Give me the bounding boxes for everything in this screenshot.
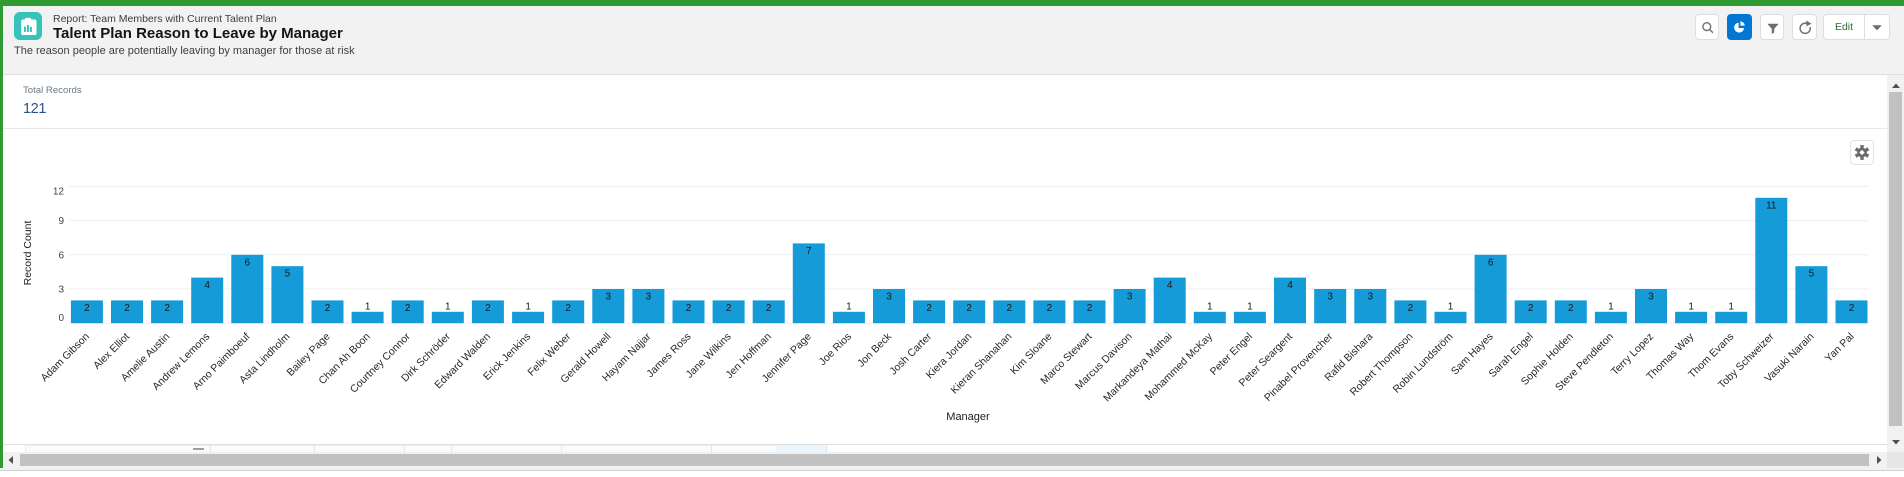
svg-text:2: 2 <box>325 303 331 314</box>
svg-text:2: 2 <box>164 303 170 314</box>
svg-text:3: 3 <box>58 285 64 296</box>
svg-text:2: 2 <box>84 303 90 314</box>
svg-text:Yan Pal: Yan Pal <box>1823 331 1857 365</box>
svg-text:5: 5 <box>285 269 291 280</box>
svg-text:2: 2 <box>1408 303 1414 314</box>
svg-text:1: 1 <box>525 301 531 312</box>
svg-text:3: 3 <box>1127 292 1133 303</box>
svg-text:2: 2 <box>966 303 972 314</box>
svg-text:4: 4 <box>204 280 210 291</box>
svg-text:3: 3 <box>1368 292 1374 303</box>
svg-text:Mohammed McKay: Mohammed McKay <box>1142 330 1215 403</box>
svg-text:12: 12 <box>53 186 65 197</box>
svg-text:Record Count: Record Count <box>22 221 34 286</box>
svg-text:Pinabel Provencher: Pinabel Provencher <box>1262 330 1336 404</box>
svg-text:2: 2 <box>726 303 732 314</box>
svg-text:0: 0 <box>58 313 64 324</box>
svg-text:1: 1 <box>1448 301 1454 312</box>
svg-text:4: 4 <box>1287 280 1293 291</box>
svg-text:5: 5 <box>1809 269 1815 280</box>
svg-text:3: 3 <box>1648 292 1654 303</box>
svg-text:Markandeya Mathai: Markandeya Mathai <box>1101 331 1175 405</box>
svg-text:3: 3 <box>886 292 892 303</box>
svg-text:Adam Gibson: Adam Gibson <box>39 331 93 385</box>
svg-text:1: 1 <box>846 301 852 312</box>
svg-text:2: 2 <box>686 303 692 314</box>
svg-text:2: 2 <box>1087 303 1093 314</box>
svg-text:2: 2 <box>1007 303 1013 314</box>
svg-text:3: 3 <box>646 292 652 303</box>
svg-text:Joe Rios: Joe Rios <box>817 331 854 368</box>
svg-text:1: 1 <box>445 301 451 312</box>
svg-text:11: 11 <box>1766 200 1777 211</box>
svg-text:4: 4 <box>1167 280 1173 291</box>
svg-text:3: 3 <box>606 292 612 303</box>
svg-text:2: 2 <box>1528 303 1534 314</box>
svg-text:2: 2 <box>124 303 130 314</box>
svg-text:1: 1 <box>1608 301 1614 312</box>
svg-text:2: 2 <box>1568 303 1574 314</box>
svg-text:2: 2 <box>1849 303 1855 314</box>
svg-text:1: 1 <box>1688 301 1694 312</box>
svg-text:6: 6 <box>245 257 251 268</box>
svg-text:2: 2 <box>926 303 932 314</box>
svg-text:1: 1 <box>365 301 371 312</box>
svg-text:Alex Elliot: Alex Elliot <box>91 331 132 372</box>
svg-text:1: 1 <box>1247 301 1253 312</box>
svg-text:6: 6 <box>58 250 64 261</box>
svg-text:3: 3 <box>1327 292 1333 303</box>
svg-text:1: 1 <box>1728 301 1734 312</box>
svg-text:2: 2 <box>485 303 491 314</box>
svg-text:9: 9 <box>58 216 64 227</box>
svg-text:Jon Beck: Jon Beck <box>855 330 895 370</box>
svg-text:Manager: Manager <box>946 411 990 423</box>
svg-text:6: 6 <box>1488 257 1494 268</box>
svg-text:7: 7 <box>806 246 812 257</box>
svg-text:1: 1 <box>1207 301 1213 312</box>
svg-text:2: 2 <box>1047 303 1053 314</box>
svg-text:2: 2 <box>405 303 411 314</box>
svg-text:2: 2 <box>766 303 772 314</box>
svg-text:2: 2 <box>565 303 571 314</box>
